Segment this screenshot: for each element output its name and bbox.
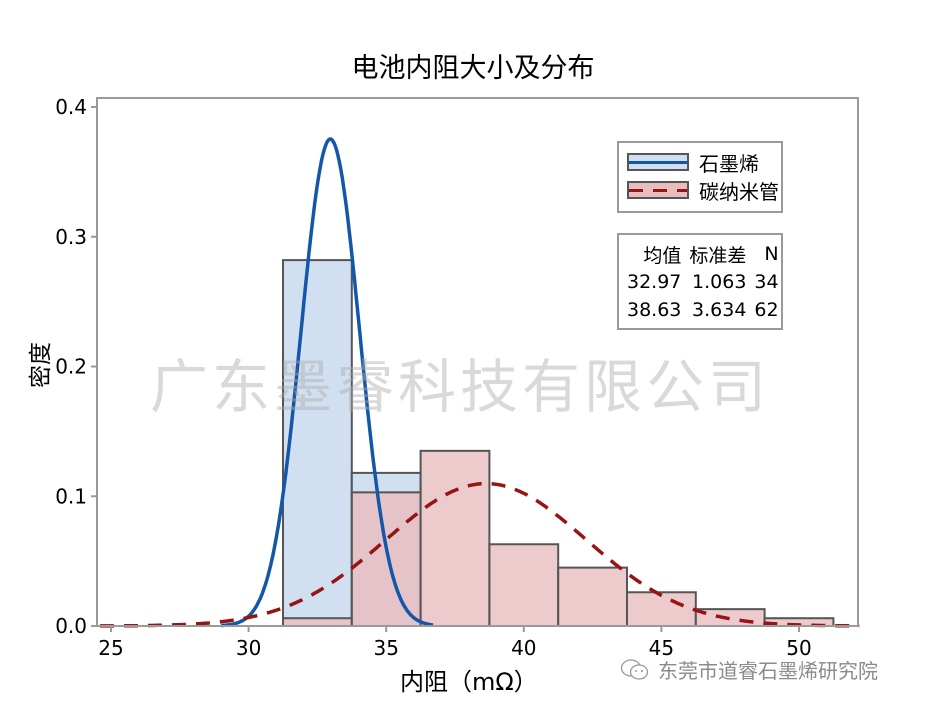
stats-cell: 32.97 bbox=[627, 271, 682, 293]
histogram-bar bbox=[626, 591, 697, 628]
y-tick-label: 0.4 bbox=[55, 95, 87, 119]
x-tick-label: 25 bbox=[98, 636, 123, 660]
legend-swatch-solid-icon bbox=[627, 153, 689, 171]
stats-header: N bbox=[764, 243, 779, 265]
credit-text: 东莞市道睿石墨烯研究院 bbox=[658, 659, 878, 683]
stats-table: 均值 标准差 N 32.97 1.063 34 38.63 3.634 62 bbox=[617, 233, 783, 330]
histogram-bar bbox=[282, 617, 353, 628]
cnt-normal-curve bbox=[100, 481, 860, 628]
legend: 石墨烯 碳纳米管 bbox=[617, 141, 783, 213]
plot-frame bbox=[96, 97, 859, 627]
legend-item-cnt: 碳纳米管 bbox=[627, 179, 779, 204]
y-axis-label: 密度 bbox=[28, 342, 54, 388]
watermark-text: 广东墨睿科技有限公司 bbox=[150, 353, 771, 421]
stats-cell: 38.63 bbox=[627, 299, 682, 321]
x-tick-label: 50 bbox=[786, 636, 811, 660]
stats-row: 32.97 1.063 34 bbox=[623, 268, 783, 296]
x-tick-label: 35 bbox=[373, 636, 398, 660]
legend-label: 碳纳米管 bbox=[699, 179, 779, 204]
stats-cell: 34 bbox=[754, 271, 779, 293]
stats-row: 38.63 3.634 62 bbox=[623, 296, 783, 324]
y-tick-label: 0.0 bbox=[55, 614, 87, 638]
x-tick-label: 30 bbox=[236, 636, 261, 660]
stats-header: 均值 bbox=[643, 244, 682, 267]
histogram-bar bbox=[488, 543, 560, 628]
x-tick-label: 45 bbox=[649, 636, 674, 660]
legend-label: 石墨烯 bbox=[699, 151, 759, 176]
stats-cell: 3.634 bbox=[692, 299, 747, 321]
histogram-bar bbox=[282, 259, 353, 627]
x-tick-label: 40 bbox=[511, 636, 536, 660]
credit: 东莞市道睿石墨烯研究院 bbox=[620, 655, 878, 684]
legend-swatch-dashed-icon bbox=[627, 181, 689, 199]
y-tick-label: 0.2 bbox=[55, 355, 87, 379]
x-axis-label: 内阻（mΩ） bbox=[400, 668, 538, 696]
histogram-bar bbox=[557, 566, 629, 627]
wechat-icon bbox=[620, 658, 649, 680]
histogram-bar bbox=[419, 449, 491, 627]
stats-cell: 62 bbox=[754, 299, 779, 321]
stats-cell: 1.063 bbox=[692, 271, 747, 293]
y-tick-label: 0.1 bbox=[55, 484, 87, 508]
stats-header: 标准差 bbox=[689, 244, 747, 267]
graphene-normal-curve bbox=[221, 137, 434, 628]
legend-item-graphene: 石墨烯 bbox=[627, 151, 759, 176]
y-tick-label: 0.3 bbox=[55, 225, 87, 249]
stats-header-row: 均值 标准差 N bbox=[623, 240, 783, 268]
chart-title: 电池内阻大小及分布 bbox=[351, 53, 595, 84]
histogram-bar bbox=[350, 491, 422, 628]
